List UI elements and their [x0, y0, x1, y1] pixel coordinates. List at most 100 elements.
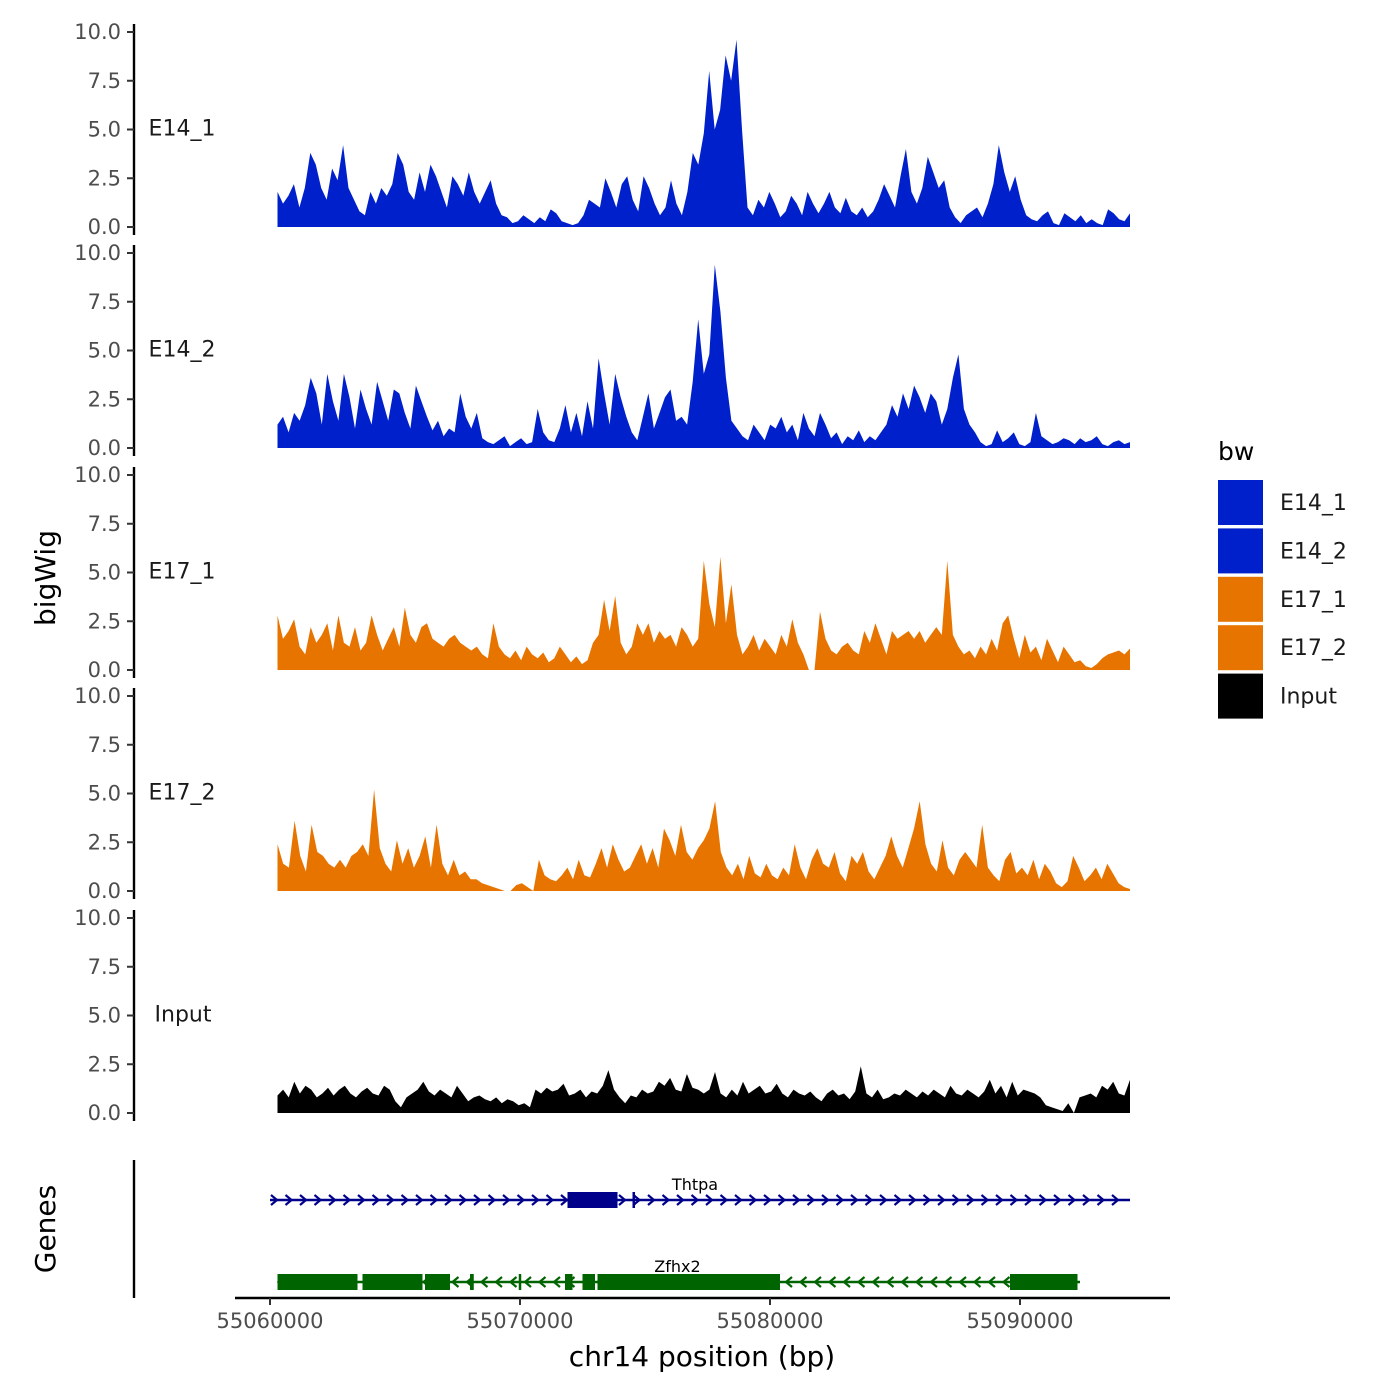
gene-exon: [425, 1274, 450, 1290]
gene-exon: [1010, 1274, 1078, 1290]
strand-chevron: [450, 1276, 460, 1288]
track-E14_1: 0.0 2.5 5.0 7.5 10.0 E14_1: [74, 20, 1130, 239]
genes-axis-title: Genes: [29, 1185, 62, 1273]
strand-chevron: [531, 1194, 540, 1206]
strand-chevron: [1024, 1194, 1033, 1206]
strand-chevron: [1111, 1194, 1120, 1206]
strand-chevron: [545, 1194, 555, 1206]
gene-exon: [565, 1274, 573, 1290]
legend: E14_1 E14_2 E17_1 E17_2 Input: [1218, 480, 1347, 719]
strand-chevron: [879, 1194, 888, 1206]
y-tick-label: 10.0: [74, 906, 121, 930]
strand-chevron: [458, 1194, 468, 1206]
strand-chevron: [676, 1194, 685, 1206]
strand-chevron: [893, 1194, 903, 1206]
y-tick-label: 7.5: [88, 955, 121, 979]
legend-title: bw: [1218, 437, 1254, 466]
gene-exon: [582, 1274, 595, 1290]
gene-exon: [518, 1274, 522, 1290]
y-tick-label: 0.0: [88, 436, 121, 460]
y-tick-label: 5.0: [88, 1004, 121, 1028]
strand-chevron: [864, 1194, 874, 1206]
strand-chevron: [516, 1194, 526, 1206]
strand-chevron: [842, 1276, 851, 1288]
y-tick-label: 7.5: [88, 733, 121, 757]
strand-chevron: [299, 1194, 308, 1206]
strand-chevron: [856, 1276, 866, 1288]
strand-chevron: [922, 1194, 932, 1206]
strand-chevron: [647, 1194, 656, 1206]
strand-chevron: [429, 1194, 439, 1206]
signal-area: [277, 39, 1130, 227]
strand-chevron: [850, 1194, 859, 1206]
y-tick-label: 2.5: [88, 1052, 121, 1076]
legend-swatch: [1218, 480, 1263, 525]
y-tick-label: 0.0: [88, 1101, 121, 1125]
strand-chevron: [705, 1194, 714, 1206]
strand-chevron: [487, 1194, 497, 1206]
x-tick-label: 55090000: [967, 1309, 1074, 1333]
strand-chevron: [1009, 1194, 1019, 1206]
legend-swatch: [1218, 576, 1263, 622]
strand-chevron: [632, 1194, 642, 1206]
signal-area: [277, 789, 1130, 891]
strand-chevron: [734, 1194, 743, 1206]
strand-chevron: [885, 1276, 895, 1288]
y-tick-label: 7.5: [88, 69, 121, 93]
legend-swatch: [1218, 528, 1263, 574]
gene-exon: [277, 1274, 358, 1290]
strand-chevron: [342, 1194, 352, 1206]
x-axis: 55060000 55070000 55080000 55090000: [217, 1296, 1170, 1333]
y-axis-title: bigWig: [29, 530, 62, 626]
strand-chevron: [987, 1276, 996, 1288]
strand-chevron: [523, 1276, 532, 1288]
strand-chevron: [900, 1276, 909, 1288]
tracks-group: 0.0 2.5 5.0 7.5 10.0 E14_1 0.0 2.5 5.0 7.5 10.0 E14…: [74, 20, 1130, 1125]
y-tick-label: 10.0: [74, 463, 121, 487]
strand-chevron: [552, 1276, 561, 1288]
gene-exon: [470, 1274, 474, 1290]
gene-exon: [632, 1192, 635, 1208]
strand-chevron: [914, 1276, 924, 1288]
strand-chevron: [1053, 1194, 1062, 1206]
strand-chevron: [937, 1194, 946, 1206]
y-tick-label: 0.0: [88, 215, 121, 239]
strand-chevron: [748, 1194, 758, 1206]
strand-chevron: [943, 1276, 953, 1288]
strand-chevron: [951, 1194, 961, 1206]
strand-chevron: [1067, 1194, 1077, 1206]
y-tick-label: 10.0: [74, 20, 121, 44]
strand-chevron: [1001, 1276, 1011, 1288]
strand-chevron: [508, 1276, 518, 1288]
strand-chevron: [502, 1194, 511, 1206]
strand-chevron: [908, 1194, 917, 1206]
strand-chevron: [719, 1194, 729, 1206]
strand-chevron: [371, 1194, 381, 1206]
strand-chevron: [958, 1276, 967, 1288]
strand-chevron: [792, 1194, 801, 1206]
legend-label: Input: [1280, 685, 1337, 710]
track-label: E14_1: [149, 116, 216, 141]
x-tick-label: 55060000: [217, 1309, 324, 1333]
legend-label: E17_1: [1280, 588, 1347, 613]
strand-chevron: [400, 1194, 410, 1206]
gene-exon: [597, 1274, 780, 1290]
y-tick-label: 10.0: [74, 241, 121, 265]
gene-Zfhx2: Zfhx2: [276, 1257, 1080, 1290]
y-tick-label: 5.0: [88, 561, 121, 585]
y-tick-label: 2.5: [88, 609, 121, 633]
track-label: Input: [155, 1002, 212, 1027]
x-axis-title: chr14 position (bp): [569, 1340, 835, 1373]
strand-chevron: [415, 1194, 424, 1206]
track-label: E17_2: [149, 780, 216, 805]
strand-chevron: [618, 1194, 627, 1206]
y-tick-label: 2.5: [88, 830, 121, 854]
legend-label: E14_2: [1280, 539, 1347, 564]
strand-chevron: [821, 1194, 830, 1206]
strand-chevron: [386, 1194, 395, 1206]
legend-swatch: [1218, 625, 1263, 671]
strand-chevron: [357, 1194, 366, 1206]
strand-chevron: [995, 1194, 1004, 1206]
